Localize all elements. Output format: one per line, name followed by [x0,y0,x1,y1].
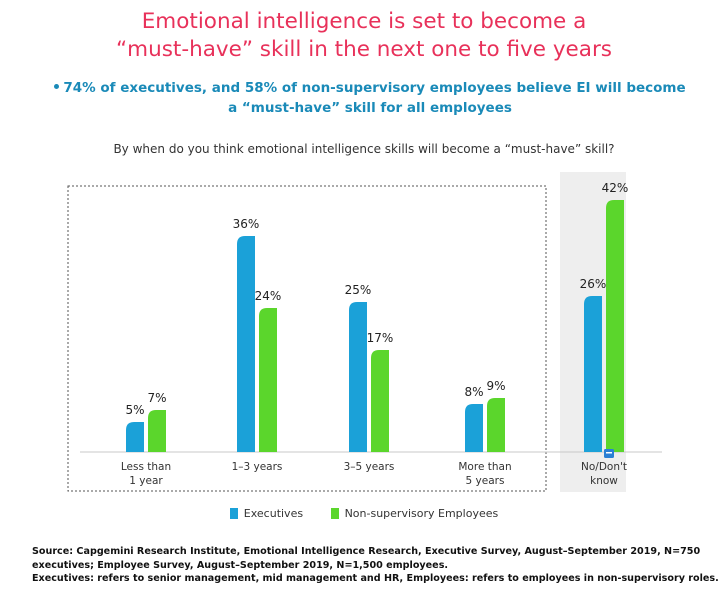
bar-executives-1 [237,236,255,452]
bar-employees-1 [259,308,277,452]
dotted-group-box [67,185,547,492]
subtitle-line-2: a “must-have” skill for all employees [228,100,512,116]
marker-icon-detail [606,452,612,454]
survey-question: By when do you think emotional intellige… [113,142,615,156]
data-label-executives-0: 5% [125,403,144,417]
category-label-0-0: Less than [121,461,171,473]
data-label-executives-4: 26% [580,277,607,291]
source-line-2: executives; Employee Survey, August–Sept… [32,559,449,571]
category-label-3-1: 5 years [466,475,505,487]
bar-executives-4 [584,296,602,452]
source-note: Source: Capgemini Research Institute, Em… [32,545,722,586]
bar-employees-4 [606,200,624,452]
source-line-1: Source: Capgemini Research Institute, Em… [32,546,701,557]
legend-label-employees: Non-supervisory Employees [344,507,499,520]
source-line-3: Executives: refers to senior management,… [32,573,719,584]
bar-employees-0 [148,410,166,452]
legend-swatch-executives [229,507,238,519]
legend: Executives Non-supervisory Employees [0,507,728,520]
category-label-4-1: know [590,475,618,487]
legend-item-executives: Executives [229,507,304,520]
data-label-employees-3: 9% [486,379,505,393]
bar-employees-3 [487,398,505,452]
legend-label-executives: Executives [243,507,304,520]
chart-subtitle: 74% of executives, and 58% of non-superv… [40,78,700,118]
category-label-3-0: More than [458,461,511,473]
bullet-icon [54,83,60,89]
bar-executives-3 [465,404,483,452]
data-label-executives-1: 36% [233,217,260,231]
bar-chart: 5% 36% 25% 8% 26% 7% 24% 17% 9% 42% Less than 1 yea… [67,172,662,492]
category-label-2-0: 3–5 years [344,461,395,473]
chart-title: Emotional intelligence is set to become … [0,8,728,64]
subtitle-line-1: 74% of executives, and 58% of non-superv… [63,80,686,96]
data-label-employees-1: 24% [255,289,282,303]
bar-employees-2 [371,350,389,452]
category-label-1-0: 1–3 years [232,461,283,473]
category-label-0-1: 1 year [129,475,163,487]
legend-swatch-employees [330,507,339,519]
data-label-executives-2: 25% [345,283,372,297]
bar-executives-2 [349,302,367,452]
category-label-4-0: No/Don't [581,461,627,473]
title-line-1: Emotional intelligence is set to become … [141,9,587,34]
data-label-employees-4: 42% [602,181,629,195]
bar-executives-0 [126,422,144,452]
legend-item-employees: Non-supervisory Employees [330,507,499,520]
data-label-employees-2: 17% [367,331,394,345]
data-label-employees-0: 7% [147,391,166,405]
data-label-executives-3: 8% [464,385,483,399]
title-line-2: “must-have” skill in the next one to fiv… [115,37,612,62]
